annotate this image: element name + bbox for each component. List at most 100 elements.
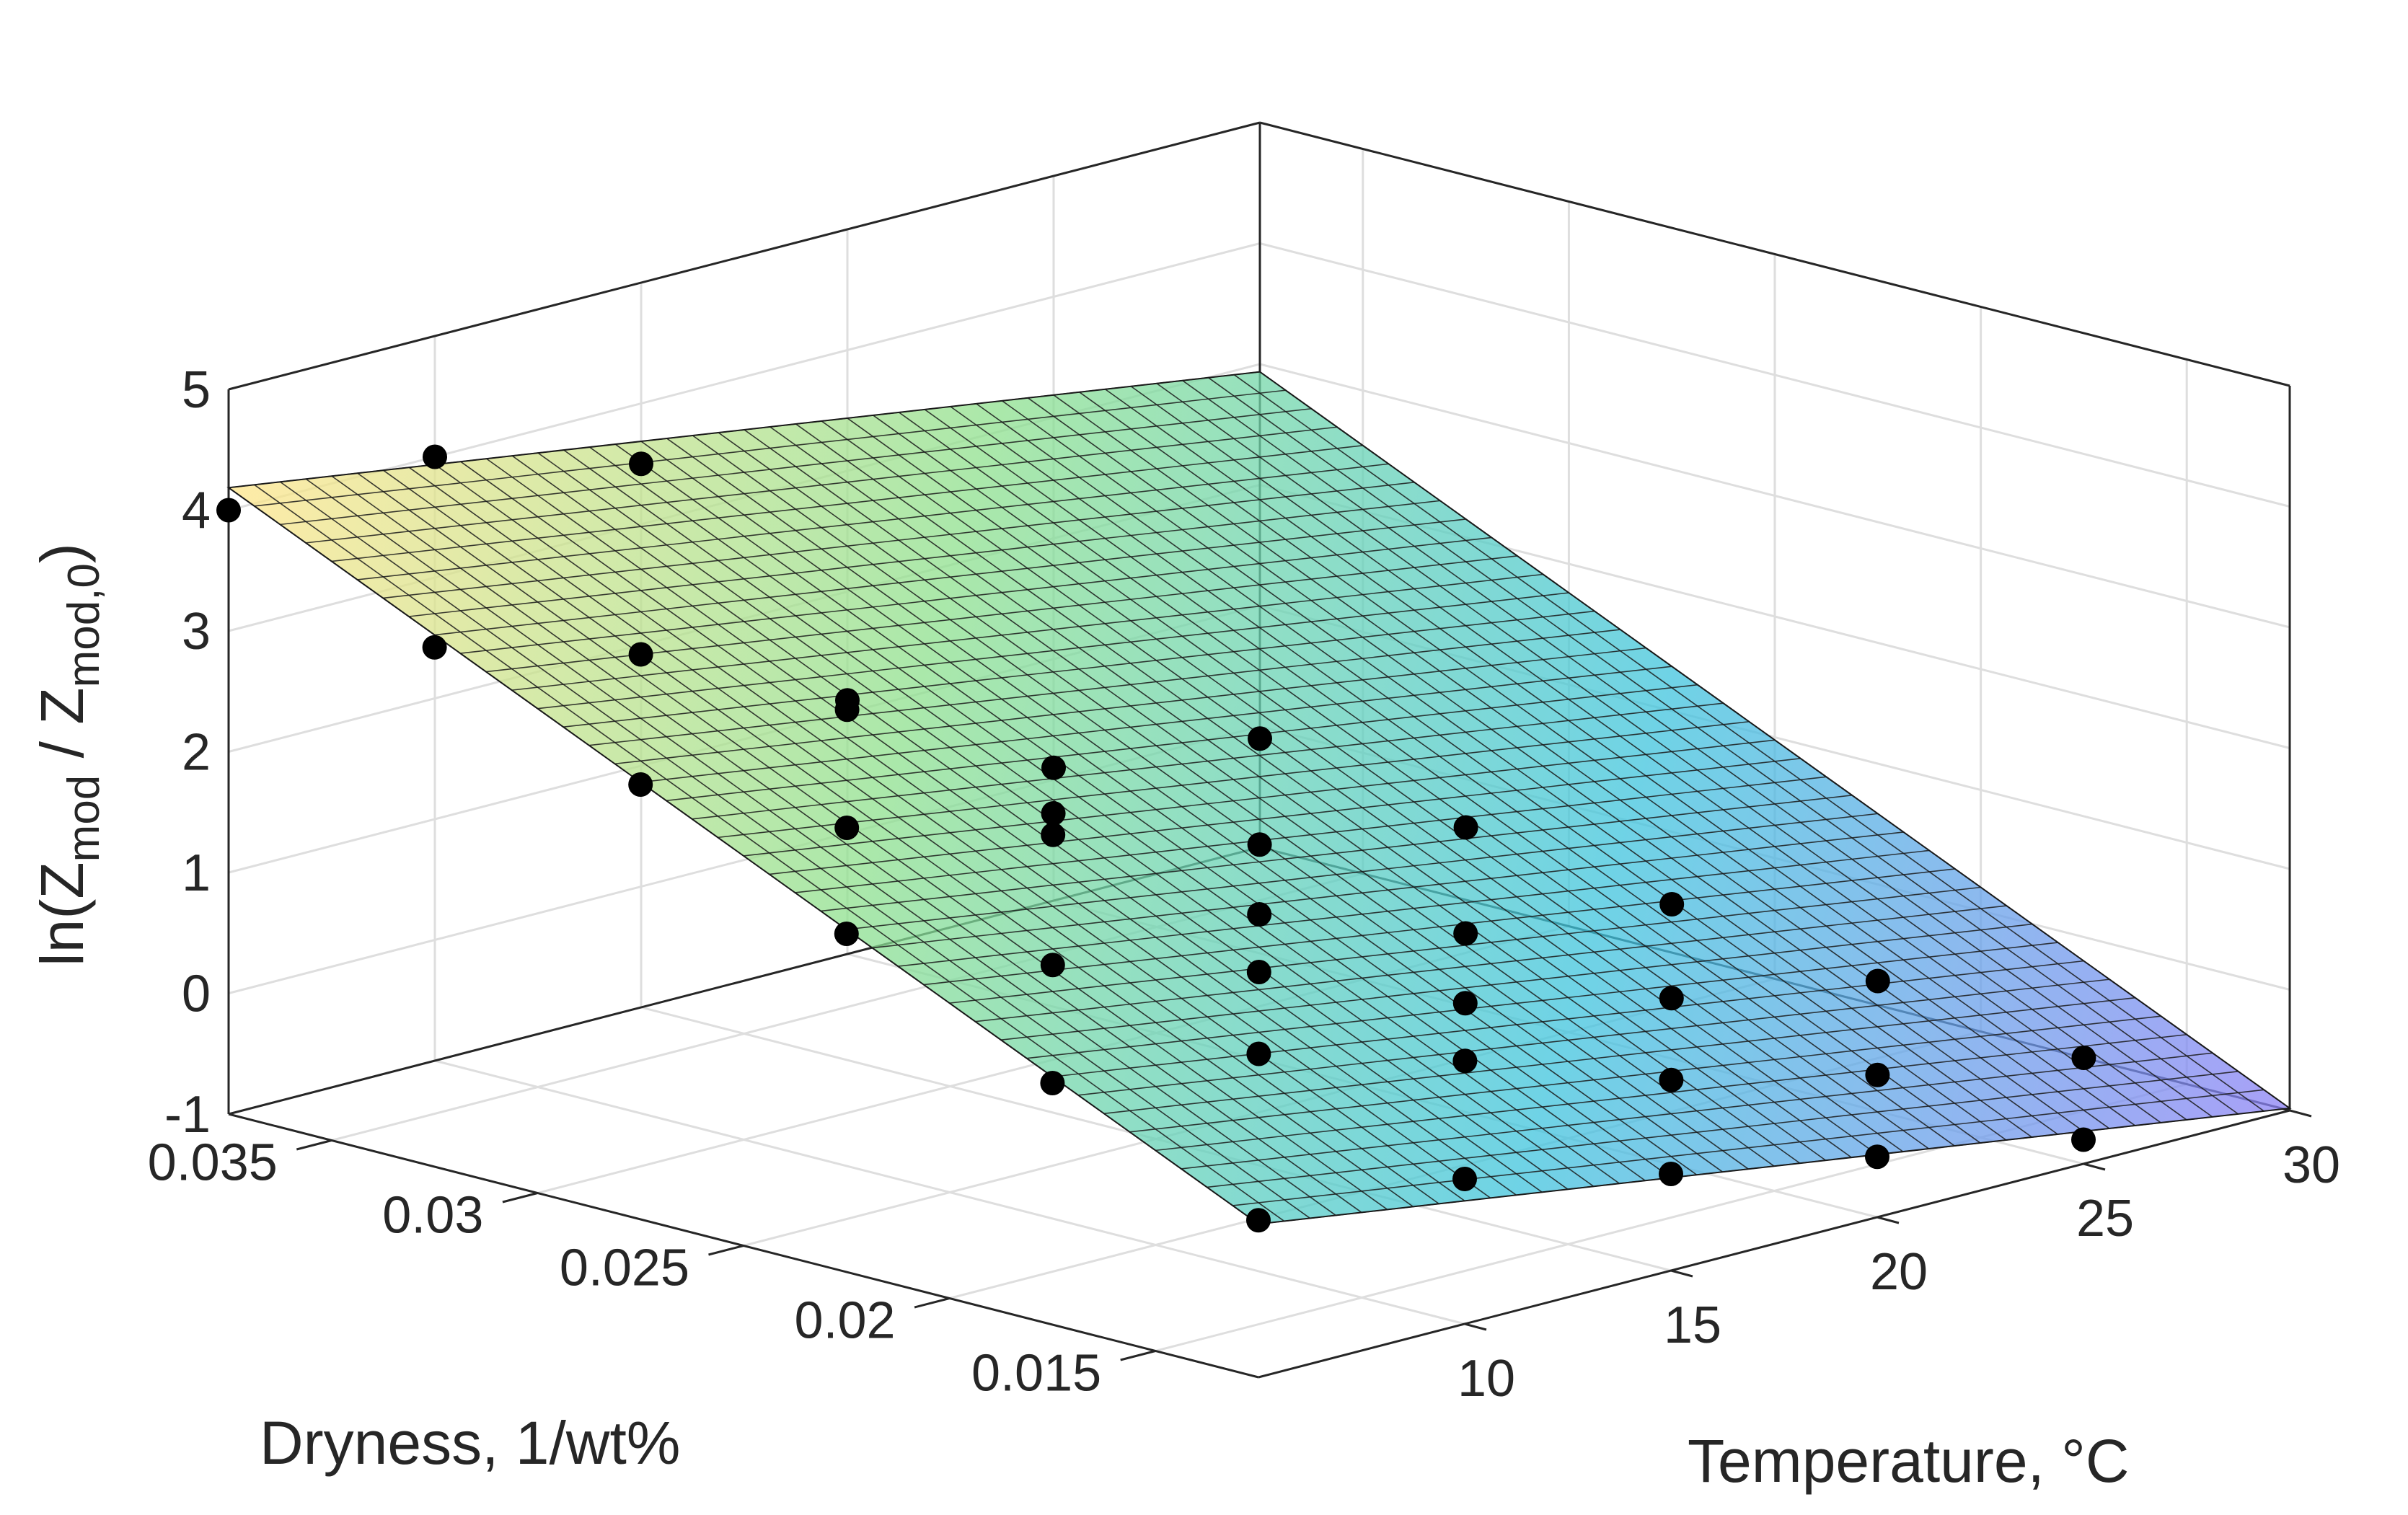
box-edge (1258, 1109, 2290, 1379)
data-point (1247, 902, 1272, 927)
data-point (216, 498, 241, 523)
data-point (1040, 1071, 1065, 1095)
mesh-line (899, 412, 1929, 1149)
box-edge (228, 121, 1261, 391)
mesh-line (537, 592, 1569, 710)
z-tick-label: 5 (182, 361, 211, 419)
mesh-line (1156, 383, 2187, 1121)
mesh-line (873, 415, 1904, 1152)
data-point (628, 772, 653, 797)
mesh-line (1130, 386, 2161, 1123)
y-tick-label: 0.015 (971, 1345, 1101, 1403)
mesh-line (1182, 380, 2213, 1118)
mesh-line (1233, 374, 2264, 1112)
mesh-line (588, 629, 1620, 746)
data-points (216, 444, 2096, 1233)
mesh-line (1208, 377, 2239, 1115)
x-tick-label: 25 (2076, 1190, 2134, 1247)
mesh-line (976, 403, 2007, 1141)
mesh-line (357, 463, 1389, 580)
x-tick-mark (1670, 1269, 1693, 1278)
mesh-line (280, 407, 1312, 526)
data-point (1659, 1162, 1683, 1186)
mesh-line (1105, 389, 2135, 1126)
data-point (1041, 822, 1066, 847)
data-point (1248, 726, 1272, 751)
data-point (2071, 1127, 2096, 1152)
tick-labels: -1 0 1 2 3 4 5 0.015 0.02 0.025 0.03 0.035 10 15 20 25 3… (148, 361, 2340, 1408)
grid-line-z (1259, 363, 2290, 629)
mesh-line (1079, 392, 2110, 1129)
x-tick-mark (2083, 1162, 2106, 1171)
data-point (628, 642, 653, 667)
y-tick-label: 0.035 (148, 1134, 278, 1192)
data-point (1041, 755, 1066, 780)
mesh-line (666, 684, 1698, 802)
box-edge (1259, 121, 2290, 387)
mesh-line (331, 445, 1363, 562)
data-point (1865, 968, 1890, 994)
y-tick-mark (296, 1139, 332, 1151)
mesh-line (1053, 394, 2084, 1132)
x-tick-label: 30 (2283, 1136, 2340, 1194)
data-point (1452, 1167, 1477, 1191)
y-tick-label: 0.025 (560, 1240, 689, 1297)
x-tick-mark (2289, 1109, 2312, 1118)
data-point (1865, 1062, 1890, 1087)
data-point (835, 688, 860, 713)
mesh-line (950, 406, 1981, 1144)
data-point (1453, 815, 1478, 840)
mesh-line (306, 426, 1338, 544)
mesh-line (795, 423, 1826, 1161)
y-tick-mark (1120, 1350, 1156, 1361)
mesh-line (408, 500, 1440, 617)
y-tick-mark (914, 1297, 950, 1309)
y-tick-mark (502, 1192, 538, 1203)
z-tick-label: 2 (182, 724, 211, 782)
mesh-line (743, 739, 1776, 857)
x-axis-label: Temperature, °C (1688, 1427, 2130, 1495)
mesh-line (511, 573, 1543, 691)
z-tick-label: 0 (182, 966, 211, 1023)
data-point (423, 444, 447, 469)
mesh-line (847, 418, 1878, 1155)
y-axis-label: Dryness, 1/wt% (260, 1409, 681, 1477)
mesh-line (383, 482, 1415, 599)
x-tick-label: 15 (1664, 1297, 1721, 1354)
mesh-line (1259, 371, 2290, 1109)
mesh-line (434, 518, 1466, 636)
z-axis-label: ln(Zmod / Zmod,0) (28, 543, 109, 966)
mesh-line (769, 426, 1801, 1164)
x-tick-label: 10 (1457, 1350, 1515, 1408)
x-tick-label: 20 (1870, 1243, 1928, 1301)
data-point (1040, 953, 1065, 978)
data-point (629, 451, 653, 477)
y-tick-mark (708, 1245, 744, 1256)
x-tick-mark (1876, 1216, 1900, 1224)
y-tick-label: 0.02 (794, 1292, 895, 1350)
mesh-line (1027, 397, 2058, 1135)
z-tick-label: -1 (164, 1086, 211, 1144)
data-point (1659, 1067, 1684, 1092)
data-point (834, 922, 859, 946)
mesh-line (821, 420, 1852, 1158)
data-point (1246, 960, 1271, 984)
mesh-line (563, 610, 1595, 728)
data-point (1453, 921, 1478, 946)
data-point (422, 635, 447, 660)
grid-line-z (228, 242, 1261, 511)
x-tick-mark (1464, 1322, 1487, 1331)
data-point (1247, 832, 1272, 857)
mesh-line (228, 371, 1261, 489)
z-tick-label: 4 (182, 482, 211, 540)
grid-line-z (1259, 242, 2290, 508)
z-tick-label: 1 (182, 844, 211, 902)
data-point (1865, 1144, 1889, 1170)
data-point (1246, 1208, 1271, 1233)
mesh-line (485, 555, 1518, 673)
mesh-line (692, 702, 1724, 820)
data-point (1452, 991, 1478, 1016)
mesh-line (460, 536, 1492, 654)
data-point (2071, 1046, 2096, 1070)
